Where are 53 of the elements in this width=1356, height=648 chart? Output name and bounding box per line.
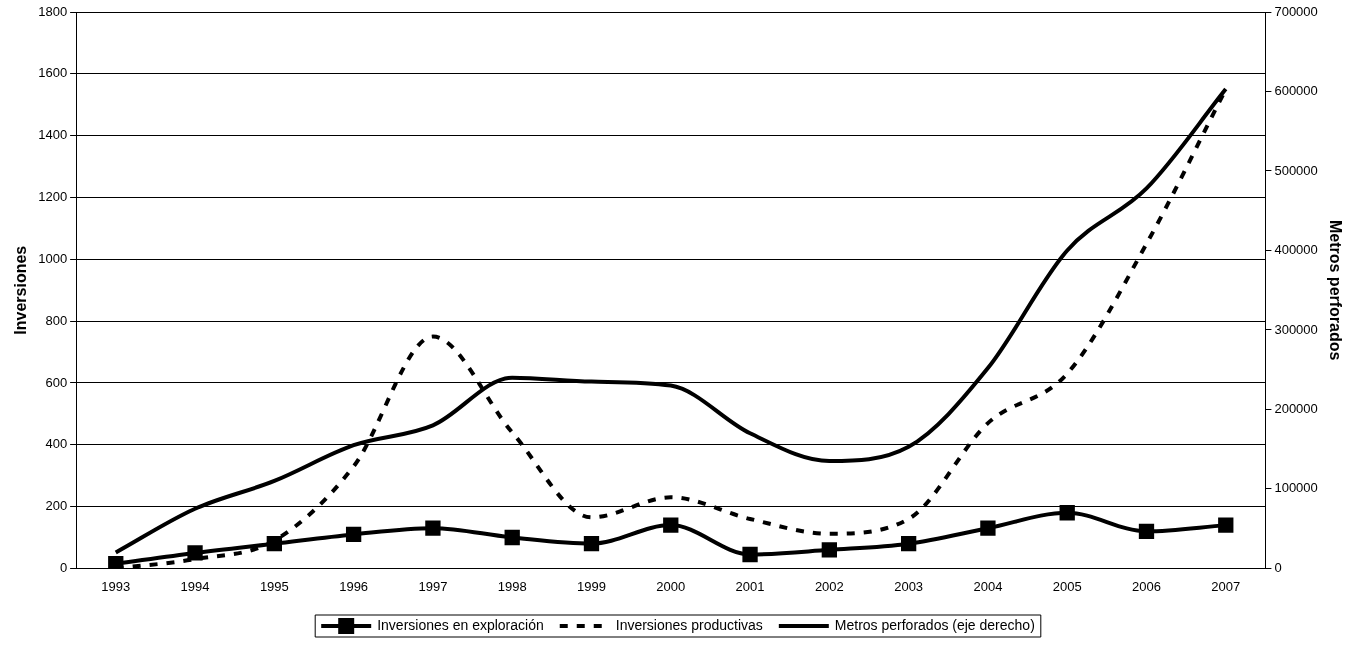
x-tick-label: 1995 — [259, 578, 289, 594]
y2-tick-label: 700000 — [1274, 3, 1318, 19]
y2-tick-label: 300000 — [1274, 321, 1318, 337]
point — [1059, 505, 1075, 521]
y2-tick-label: 100000 — [1274, 480, 1318, 496]
x-tick-label: 1997 — [418, 578, 448, 594]
point — [742, 546, 758, 563]
legend-label: Inversiones en exploración — [377, 616, 544, 633]
y-tick-label: 800 — [45, 312, 68, 328]
y-tick-label: 600 — [45, 374, 68, 390]
x-tick-label: 1993 — [101, 578, 131, 594]
point — [583, 536, 600, 552]
point — [345, 526, 362, 543]
y-tick-label: 200 — [45, 498, 68, 514]
point — [425, 520, 441, 536]
point — [108, 556, 124, 569]
point — [980, 520, 996, 536]
point — [187, 545, 203, 561]
x-tick-label: 2003 — [894, 578, 924, 594]
legend-label: Metros perforados (eje derecho) — [834, 616, 1035, 633]
point — [821, 542, 837, 558]
x-tick-label: 2000 — [656, 578, 686, 594]
x-tick-label: 2001 — [735, 578, 765, 594]
y2-tick-label: 500000 — [1274, 162, 1318, 178]
y-tick-label: 1600 — [38, 65, 68, 81]
point — [266, 536, 282, 552]
y-tick-label: 0 — [59, 559, 68, 575]
point — [1218, 517, 1234, 533]
x-tick-label: 1998 — [497, 578, 527, 594]
x-tick-label: 2006 — [1132, 578, 1161, 594]
y-tick-label: 1000 — [38, 250, 68, 266]
y-tick-label: 1400 — [38, 127, 68, 143]
legend-label: Inversiones productivas — [615, 616, 763, 633]
y-tick-label: 400 — [45, 436, 68, 452]
x-tick-label: 2004 — [973, 578, 1003, 594]
x-tick-label: 1996 — [339, 578, 369, 594]
y2-axis-title: Metros perforados — [1326, 219, 1344, 361]
point — [504, 529, 520, 546]
x-tick-label: 2002 — [814, 578, 844, 594]
y-axis-title: Inversiones — [12, 245, 30, 335]
y2-tick-label: 600000 — [1274, 83, 1318, 99]
y2-tick-label: 0 — [1274, 559, 1282, 575]
point — [900, 536, 917, 552]
x-tick-label: 2005 — [1052, 578, 1082, 594]
point — [663, 517, 679, 533]
point — [1138, 523, 1155, 539]
x-tick-label: 1999 — [577, 578, 606, 594]
x-tick-label: 1994 — [180, 578, 210, 594]
x-tick-label: 2007 — [1211, 578, 1241, 594]
y2-tick-label: 200000 — [1274, 401, 1318, 417]
y2-tick-label: 400000 — [1274, 242, 1318, 258]
y-tick-label: 1200 — [38, 189, 68, 205]
y-tick-label: 1800 — [38, 3, 68, 19]
